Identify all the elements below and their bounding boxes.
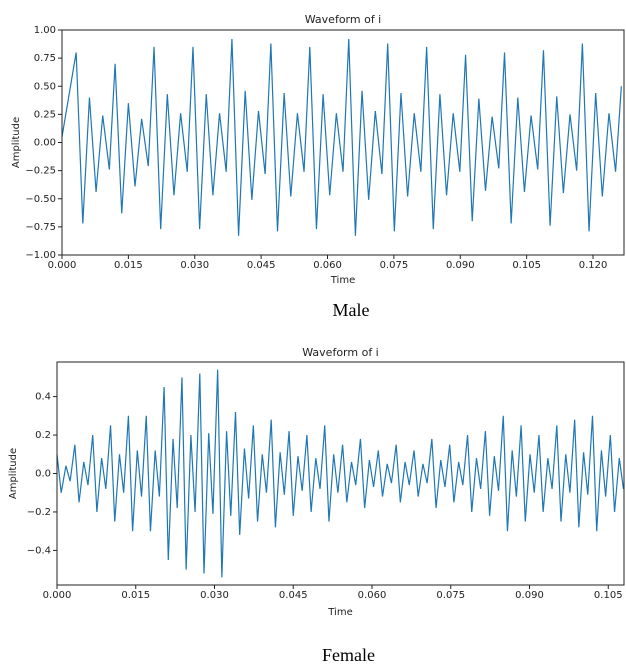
x-axis-label: Time xyxy=(330,275,355,286)
y-tick-label: −0.2 xyxy=(27,507,51,518)
y-tick-label: −0.4 xyxy=(27,545,51,556)
axes-frame xyxy=(61,29,625,256)
y-tick-label: −0.75 xyxy=(25,222,56,233)
x-tick-label: 0.120 xyxy=(579,260,608,271)
y-tick-label: −0.50 xyxy=(25,194,56,205)
y-tick-label: 0.0 xyxy=(35,469,51,480)
x-tick-label: 0.090 xyxy=(515,590,544,601)
waveform xyxy=(57,369,624,578)
chart-title: Waveform of i xyxy=(305,13,382,26)
y-tick-label: 0.25 xyxy=(34,109,56,120)
x-tick-label: 0.045 xyxy=(279,590,308,601)
chart-title: Waveform of i xyxy=(302,346,379,359)
x-tick-label: 0.105 xyxy=(594,590,623,601)
x-tick-label: 0.000 xyxy=(43,590,72,601)
axes-frame xyxy=(56,361,625,586)
x-axis-label: Time xyxy=(327,607,352,618)
x-tick-label: 0.060 xyxy=(358,590,387,601)
x-tick-label: 0.030 xyxy=(180,260,209,271)
y-tick-label: −0.25 xyxy=(25,166,56,177)
y-tick-label: 0.75 xyxy=(34,53,56,64)
y-axis-label: Amplitude xyxy=(11,117,22,168)
x-tick-label: 0.045 xyxy=(247,260,276,271)
x-tick-label: 0.075 xyxy=(380,260,409,271)
waveform xyxy=(62,38,622,236)
y-tick-label: −1.00 xyxy=(25,250,56,261)
y-tick-label: 0.4 xyxy=(35,392,51,403)
x-tick-label: 0.015 xyxy=(121,590,150,601)
x-tick-label: 0.075 xyxy=(436,590,465,601)
y-tick-label: 0.2 xyxy=(35,430,51,441)
x-tick-label: 0.105 xyxy=(512,260,541,271)
y-axis-label: Amplitude xyxy=(8,448,19,499)
x-tick-label: 0.015 xyxy=(114,260,143,271)
y-tick-label: 0.50 xyxy=(34,81,56,92)
caption: Female xyxy=(322,645,375,665)
x-tick-label: 0.090 xyxy=(446,260,475,271)
x-tick-label: 0.030 xyxy=(200,590,229,601)
y-tick-label: 1.00 xyxy=(34,25,56,36)
caption: Male xyxy=(333,300,370,320)
x-tick-label: 0.000 xyxy=(48,260,77,271)
x-tick-label: 0.060 xyxy=(313,260,342,271)
y-tick-label: 0.00 xyxy=(34,138,56,149)
